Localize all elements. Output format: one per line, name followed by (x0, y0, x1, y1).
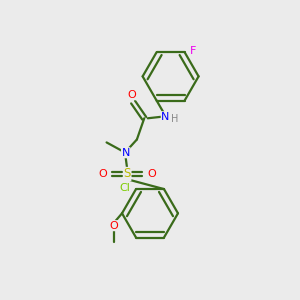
Text: O: O (148, 169, 156, 179)
Text: N: N (122, 148, 130, 158)
Text: O: O (110, 221, 118, 231)
Text: O: O (127, 90, 136, 100)
Text: Cl: Cl (119, 183, 130, 193)
Text: N: N (161, 112, 169, 122)
Text: O: O (98, 169, 107, 179)
Text: H: H (171, 114, 178, 124)
Text: F: F (190, 46, 196, 56)
Text: S: S (124, 167, 131, 180)
